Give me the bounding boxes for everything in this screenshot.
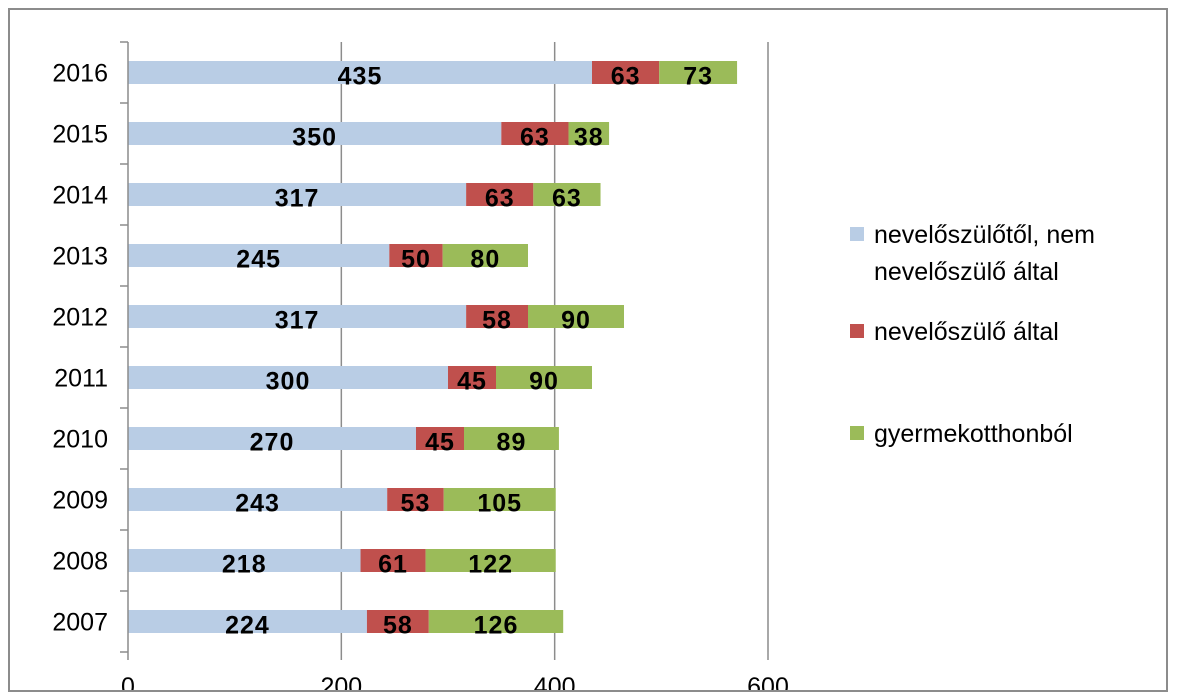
legend-label: nevelőszülő által: [874, 318, 1059, 346]
data-label: 63: [611, 63, 641, 91]
bars: [128, 61, 738, 633]
data-label: 50: [401, 246, 431, 274]
category-label: 2009: [52, 487, 108, 515]
data-label: 89: [497, 429, 527, 457]
legend-label: gyermekotthonból: [874, 420, 1073, 448]
bar-segment: [501, 122, 569, 145]
bar-segment: [389, 244, 443, 267]
stacked-bar-chart: 0 200 400 600 2007 224 58 126 2008 218 61 122 2009 24…: [52, 41, 1095, 691]
legend: nevelőszülőtől, nem nevelőszülő által neve…: [850, 221, 1095, 448]
data-label: 245: [236, 246, 281, 274]
data-label: 122: [468, 551, 513, 579]
bar-segment: [496, 366, 592, 389]
bar-segment: [466, 305, 528, 328]
data-label: 61: [378, 551, 408, 579]
x-tick-label: 200: [320, 673, 362, 690]
bar-segment: [128, 61, 592, 84]
data-label: 105: [477, 490, 522, 518]
category-label: 2016: [52, 60, 108, 88]
bar-segment: [533, 183, 601, 206]
x-tick-label: 400: [534, 673, 576, 690]
bar-segment: [366, 610, 429, 633]
data-label: 63: [552, 185, 582, 213]
data-label: 270: [250, 429, 295, 457]
bar-segment: [128, 549, 361, 572]
category-label: 2011: [54, 365, 108, 393]
data-label: 126: [474, 612, 519, 640]
x-tick-label: 0: [121, 673, 135, 690]
data-label: 90: [529, 368, 559, 396]
category-label: 2014: [52, 182, 108, 210]
bar-segment: [360, 549, 426, 572]
data-label: 224: [225, 612, 270, 640]
data-label: 45: [425, 429, 455, 457]
bar-segment: [448, 366, 496, 389]
data-label: 80: [470, 246, 500, 274]
axes: [120, 41, 769, 660]
data-label: 38: [574, 124, 604, 152]
data-label: 58: [482, 307, 512, 335]
labels: 0 200 400 600 2007 224 58 126 2008 218 61 122 2009 24…: [52, 60, 788, 691]
legend-swatch: [850, 227, 864, 241]
bar-segment: [128, 427, 416, 450]
category-label: 2015: [52, 121, 108, 149]
category-label: 2008: [52, 548, 108, 576]
chart-frame: 0 200 400 600 2007 224 58 126 2008 218 61 122 2009 24…: [8, 8, 1168, 692]
category-label: 2013: [52, 243, 108, 271]
bar-segment: [128, 610, 367, 633]
data-label: 317: [275, 307, 320, 335]
bar-segment: [128, 122, 502, 145]
bar-segment: [659, 61, 738, 84]
category-label: 2010: [52, 426, 108, 454]
category-label: 2007: [52, 609, 108, 637]
data-label: 58: [383, 612, 413, 640]
bar-segment: [128, 183, 467, 206]
data-label: 218: [222, 551, 267, 579]
bar-segment: [128, 488, 388, 511]
data-label: 53: [401, 490, 431, 518]
bar-segment: [128, 366, 448, 389]
legend-label: nevelőszülőtől, nem: [874, 221, 1095, 249]
bar-segment: [428, 610, 564, 633]
bar-segment: [528, 305, 624, 328]
bar-segment: [425, 549, 556, 572]
bar-segment: [443, 488, 556, 511]
legend-swatch: [850, 324, 864, 338]
category-label: 2012: [52, 304, 108, 332]
data-label: 73: [683, 63, 713, 91]
data-label: 243: [235, 490, 280, 518]
bar-segment: [464, 427, 559, 450]
bar-segment: [128, 305, 467, 328]
bar-segment: [568, 122, 610, 145]
bar-segment: [442, 244, 528, 267]
bar-segment: [416, 427, 464, 450]
data-label: 63: [520, 124, 550, 152]
data-label: 317: [275, 185, 320, 213]
bar-segment: [592, 61, 660, 84]
bar-segment: [387, 488, 444, 511]
data-label: 350: [292, 124, 337, 152]
legend-label: nevelőszülő által: [874, 258, 1059, 286]
bar-segment: [128, 244, 390, 267]
data-label: 300: [266, 368, 311, 396]
data-label: 45: [457, 368, 487, 396]
data-label: 63: [485, 185, 515, 213]
legend-swatch: [850, 426, 864, 440]
x-tick-label: 600: [747, 673, 789, 690]
data-label: 90: [561, 307, 591, 335]
bar-segment: [466, 183, 534, 206]
data-label: 435: [338, 63, 383, 91]
